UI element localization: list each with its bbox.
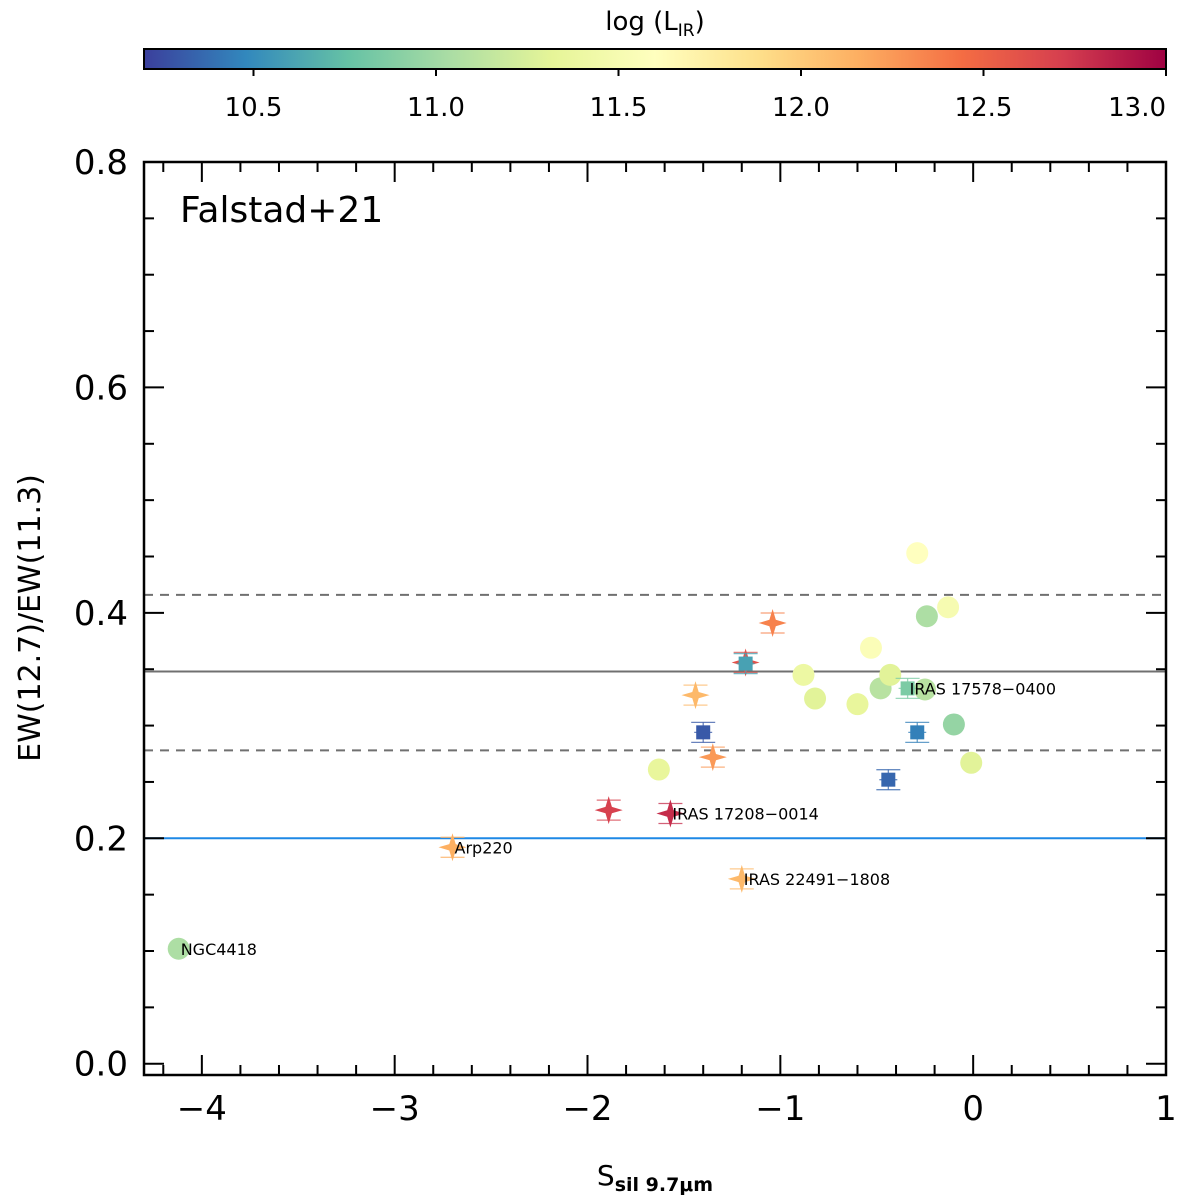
data-point-circle [846, 693, 869, 716]
data-point-circle [913, 678, 936, 701]
circle-marker [846, 693, 869, 716]
data-point-circle [804, 687, 827, 710]
point-label: NGC4418 [181, 940, 257, 959]
colorbar-title: log (LIR) [605, 7, 705, 41]
data-point-circle [879, 663, 902, 686]
circle-marker [647, 758, 670, 781]
colorbar-title-close: ) [695, 7, 705, 37]
colorbar-tick-label: 12.5 [955, 93, 1013, 123]
star-marker [438, 833, 467, 862]
data-point-circle [859, 636, 882, 659]
colorbar-tick-label: 11.5 [590, 93, 648, 123]
data-point-star [656, 799, 685, 828]
y-axis-ticks: 0.0 0.2 0.4 0.6 0.8 [74, 143, 1166, 1085]
colorbar-tick-label: 13.0 [1108, 93, 1166, 123]
colorbar-tick-label: 12.0 [772, 93, 830, 123]
data-point-square [895, 677, 920, 700]
data-point-circle [167, 937, 190, 960]
data-point-circle [915, 605, 938, 628]
plot-area: NGC4418 Arp220 IRAS 17208−0014 IRAS 22491−1… [74, 143, 1177, 1129]
point-labels: NGC4418 Arp220 IRAS 17208−0014 IRAS 22491−1… [181, 679, 1056, 958]
data-point-star [681, 681, 710, 710]
y-tick-label: 0.2 [74, 819, 128, 859]
colorbar-title-sub: IR [678, 21, 695, 41]
x-tick-label: 0 [962, 1089, 984, 1129]
data-point-star [594, 796, 623, 825]
data-point-circle [942, 713, 965, 736]
star-marker [656, 799, 685, 828]
data-point-square [876, 769, 901, 791]
star-marker [681, 681, 710, 710]
x-axis-label: Ssil 9.7μm [597, 1159, 713, 1196]
x-tick-label: 1 [1155, 1089, 1177, 1129]
point-label: Arp220 [455, 838, 513, 857]
colorbar-ticks: 10.5 11.0 11.5 12.0 12.5 13.0 [225, 69, 1167, 123]
panel-label: Falstad+21 [180, 190, 383, 231]
data-point-square [691, 721, 716, 743]
circle-marker [879, 663, 902, 686]
data-point-square [905, 721, 930, 743]
square-marker [696, 725, 711, 740]
circle-marker [167, 937, 190, 960]
plot-frame [142, 160, 1168, 1077]
x-axis-label-main: S [597, 1159, 615, 1192]
circle-marker [792, 663, 815, 686]
data-point-star [438, 833, 467, 862]
x-tick-label: −2 [562, 1089, 612, 1129]
data-point-square [733, 652, 758, 675]
x-tick-label: −1 [755, 1089, 805, 1129]
square-marker [738, 656, 753, 671]
square-marker [881, 772, 896, 787]
circle-marker [859, 636, 882, 659]
data-point-circle [647, 758, 670, 781]
point-label: IRAS 17208−0014 [672, 804, 818, 823]
circle-marker [960, 751, 983, 774]
point-label: IRAS 17578−0400 [910, 679, 1056, 698]
circle-marker [906, 542, 929, 565]
y-tick-label: 0.0 [74, 1045, 128, 1085]
square-marker [910, 725, 925, 740]
star-marker [594, 796, 623, 825]
y-tick-label: 0.8 [74, 143, 128, 183]
colorbar: log (LIR) 10.5 11.0 11.5 12.0 12.5 13.0 [143, 7, 1167, 123]
circle-marker [937, 596, 960, 619]
y-tick-label: 0.6 [74, 368, 128, 408]
data-points [167, 542, 983, 960]
reference-lines [144, 593, 1166, 840]
data-point-circle [906, 542, 929, 565]
y-axis-label: EW(12.7)/EW(11.3) [13, 474, 48, 762]
circle-marker [942, 713, 965, 736]
colorbar-title-main: log (L [605, 7, 678, 37]
x-axis-label-sub: sil 9.7μm [615, 1174, 713, 1196]
circle-marker [915, 605, 938, 628]
data-point-star [727, 864, 756, 893]
data-point-star [758, 609, 787, 637]
colorbar-tick-label: 11.0 [407, 93, 465, 123]
data-point-star [698, 743, 727, 772]
circle-marker [804, 687, 827, 710]
colorbar-tick-label: 10.5 [225, 93, 283, 123]
star-marker [758, 609, 787, 637]
data-point-circle [960, 751, 983, 774]
star-marker [727, 864, 756, 893]
x-axis-ticks: −4 −3 −2 −1 0 1 [162, 162, 1177, 1129]
point-label: IRAS 22491−1808 [744, 870, 890, 889]
square-marker [900, 681, 915, 696]
star-marker [698, 743, 727, 772]
circle-marker [913, 678, 936, 701]
y-tick-label: 0.4 [74, 594, 128, 634]
x-tick-label: −4 [177, 1089, 227, 1129]
x-tick-label: −3 [370, 1089, 420, 1129]
data-point-circle [937, 596, 960, 619]
data-point-circle [792, 663, 815, 686]
colorbar-gradient [143, 48, 1167, 70]
